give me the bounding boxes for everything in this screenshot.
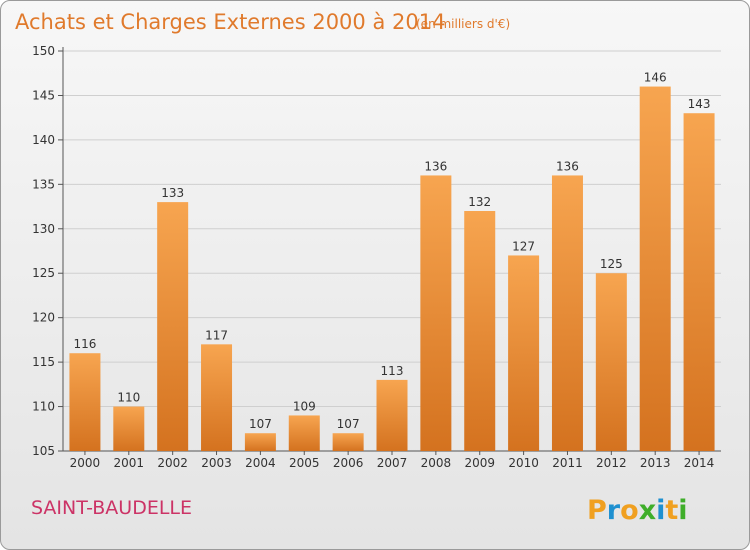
x-tick-label-2001: 2001 xyxy=(114,456,145,470)
bars xyxy=(69,86,715,452)
chart-title: Achats et Charges Externes 2000 à 2014 xyxy=(15,10,445,34)
x-tick-label-2005: 2005 xyxy=(289,456,320,470)
bar-2004 xyxy=(244,433,276,451)
logo-letter: i xyxy=(656,495,665,526)
y-tick-label-125: 125 xyxy=(32,266,55,280)
value-label-2007: 113 xyxy=(381,364,404,378)
value-label-2010: 127 xyxy=(512,239,535,253)
x-tick-label-2014: 2014 xyxy=(684,456,715,470)
value-label-2011: 136 xyxy=(556,159,579,173)
value-label-2009: 132 xyxy=(468,195,491,209)
y-tick-label-145: 145 xyxy=(32,88,55,102)
value-label-2012: 125 xyxy=(600,257,623,271)
x-tick-label-2009: 2009 xyxy=(464,456,495,470)
x-tick-label-2011: 2011 xyxy=(552,456,583,470)
value-labels: 116 110 133 117 107 109 107 113 136 132 127 136 125 1… xyxy=(73,71,710,432)
x-tick-label-2000: 2000 xyxy=(70,456,101,470)
value-label-2013: 146 xyxy=(644,71,667,85)
value-label-2003: 117 xyxy=(205,328,228,342)
x-tick-label-2012: 2012 xyxy=(596,456,627,470)
bar-2003 xyxy=(201,344,233,451)
bar-2001 xyxy=(113,406,145,451)
bar-2002 xyxy=(157,202,189,451)
x-tick-label-2002: 2002 xyxy=(157,456,188,470)
value-label-2005: 109 xyxy=(293,399,316,413)
logo-letter: i xyxy=(678,495,687,526)
y-tick-label-140: 140 xyxy=(32,133,55,147)
x-tick-label-2007: 2007 xyxy=(377,456,408,470)
bar-2014 xyxy=(683,113,715,451)
bar-2012 xyxy=(595,273,627,451)
y-tick-label-135: 135 xyxy=(32,177,55,191)
y-tick-label-105: 105 xyxy=(32,444,55,458)
value-label-2006: 107 xyxy=(337,417,360,431)
x-tick-label-2010: 2010 xyxy=(508,456,539,470)
bar-2005 xyxy=(288,415,320,451)
bar-2010 xyxy=(508,255,540,451)
y-tick-labels: 105 110 115 120 125 130 135 140 145 150 xyxy=(32,44,55,458)
value-label-2001: 110 xyxy=(117,391,140,405)
y-tick-label-110: 110 xyxy=(32,400,55,414)
bar-2009 xyxy=(464,211,496,451)
y-tick-label-150: 150 xyxy=(32,44,55,58)
bar-2006 xyxy=(332,433,364,451)
bar-2007 xyxy=(376,379,408,451)
bar-2008 xyxy=(420,175,452,451)
x-tick-label-2013: 2013 xyxy=(640,456,671,470)
value-label-2002: 133 xyxy=(161,186,184,200)
x-tick-label-2008: 2008 xyxy=(421,456,452,470)
x-tick-label-2003: 2003 xyxy=(201,456,232,470)
x-tick-label-2006: 2006 xyxy=(333,456,364,470)
value-label-2008: 136 xyxy=(424,159,447,173)
location-label: SAINT-BAUDELLE xyxy=(31,497,192,519)
value-label-2014: 143 xyxy=(688,97,711,111)
proxiti-logo: Proxiti xyxy=(587,495,688,526)
y-tick-label-120: 120 xyxy=(32,311,55,325)
bar-2013 xyxy=(639,86,671,452)
y-tick-label-130: 130 xyxy=(32,222,55,236)
bar-2000 xyxy=(69,353,101,451)
logo-letter: P xyxy=(587,495,607,526)
x-tick-label-2004: 2004 xyxy=(245,456,276,470)
x-tick-labels: 2000 2001 2002 2003 2004 2005 2006 2007 2008 2009… xyxy=(70,451,715,470)
chart-subtitle: (en milliers d'€) xyxy=(416,17,510,31)
logo-letter: r xyxy=(607,495,621,526)
bar-2011 xyxy=(551,175,583,451)
logo-letter: x xyxy=(639,495,656,526)
y-tick-label-115: 115 xyxy=(32,355,55,369)
logo-letter: o xyxy=(620,495,639,526)
logo-letter: t xyxy=(665,495,678,526)
value-label-2004: 107 xyxy=(249,417,272,431)
value-label-2000: 116 xyxy=(73,337,96,351)
